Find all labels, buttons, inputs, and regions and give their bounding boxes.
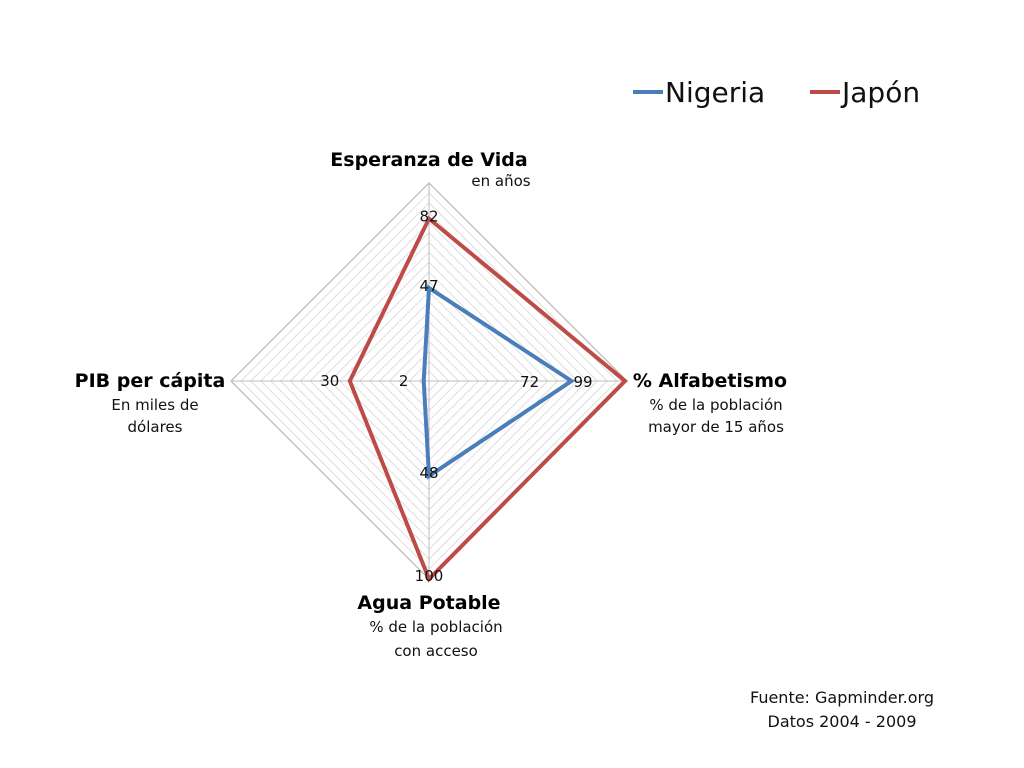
source-line-1: Fuente: Gapminder.org (750, 688, 934, 707)
radar-grid (230, 182, 628, 580)
legend-label-japón: Japón (840, 76, 920, 109)
series-line-japón (347, 215, 628, 583)
axis-subtitle-vida: en años (471, 172, 530, 190)
series-line-nigeria (421, 284, 576, 480)
source-note: Fuente: Gapminder.org Datos 2004 - 2009 (750, 688, 934, 731)
value-label-nigeria-vida: 47 (419, 277, 438, 295)
axis-title-pib: PIB per cápita (75, 370, 226, 392)
axis-subtitle-pib: dólares (128, 418, 183, 436)
value-label-nigeria-pib: 2 (399, 372, 409, 390)
legend-label-nigeria: Nigeria (665, 76, 765, 109)
axis-subtitle-alfa: % de la población (649, 396, 782, 414)
value-label-japón-agua: 100 (415, 567, 444, 585)
axis-subtitle-alfa: mayor de 15 años (648, 418, 784, 436)
value-label-japón-pib: 30 (320, 372, 339, 390)
value-label-japón-vida: 82 (419, 208, 438, 226)
chart-legend: Nigeria Japón (633, 76, 920, 109)
value-label-japón-alfa: 99 (573, 373, 592, 391)
axis-subtitle-agua: % de la población (369, 618, 502, 636)
value-label-nigeria-agua: 48 (419, 464, 438, 482)
radar-value-labels: 47 72 48 2 82 99 100 30 (320, 208, 592, 585)
axis-subtitle-pib: En miles de (111, 396, 198, 414)
axis-title-agua: Agua Potable (357, 592, 500, 614)
radar-series (347, 215, 628, 583)
axis-subtitle-agua: con acceso (394, 642, 478, 660)
axis-title-alfa: % Alfabetismo (633, 370, 787, 392)
value-label-nigeria-alfa: 72 (520, 373, 539, 391)
source-line-2: Datos 2004 - 2009 (768, 712, 917, 731)
axis-title-vida: Esperanza de Vida (330, 149, 527, 171)
